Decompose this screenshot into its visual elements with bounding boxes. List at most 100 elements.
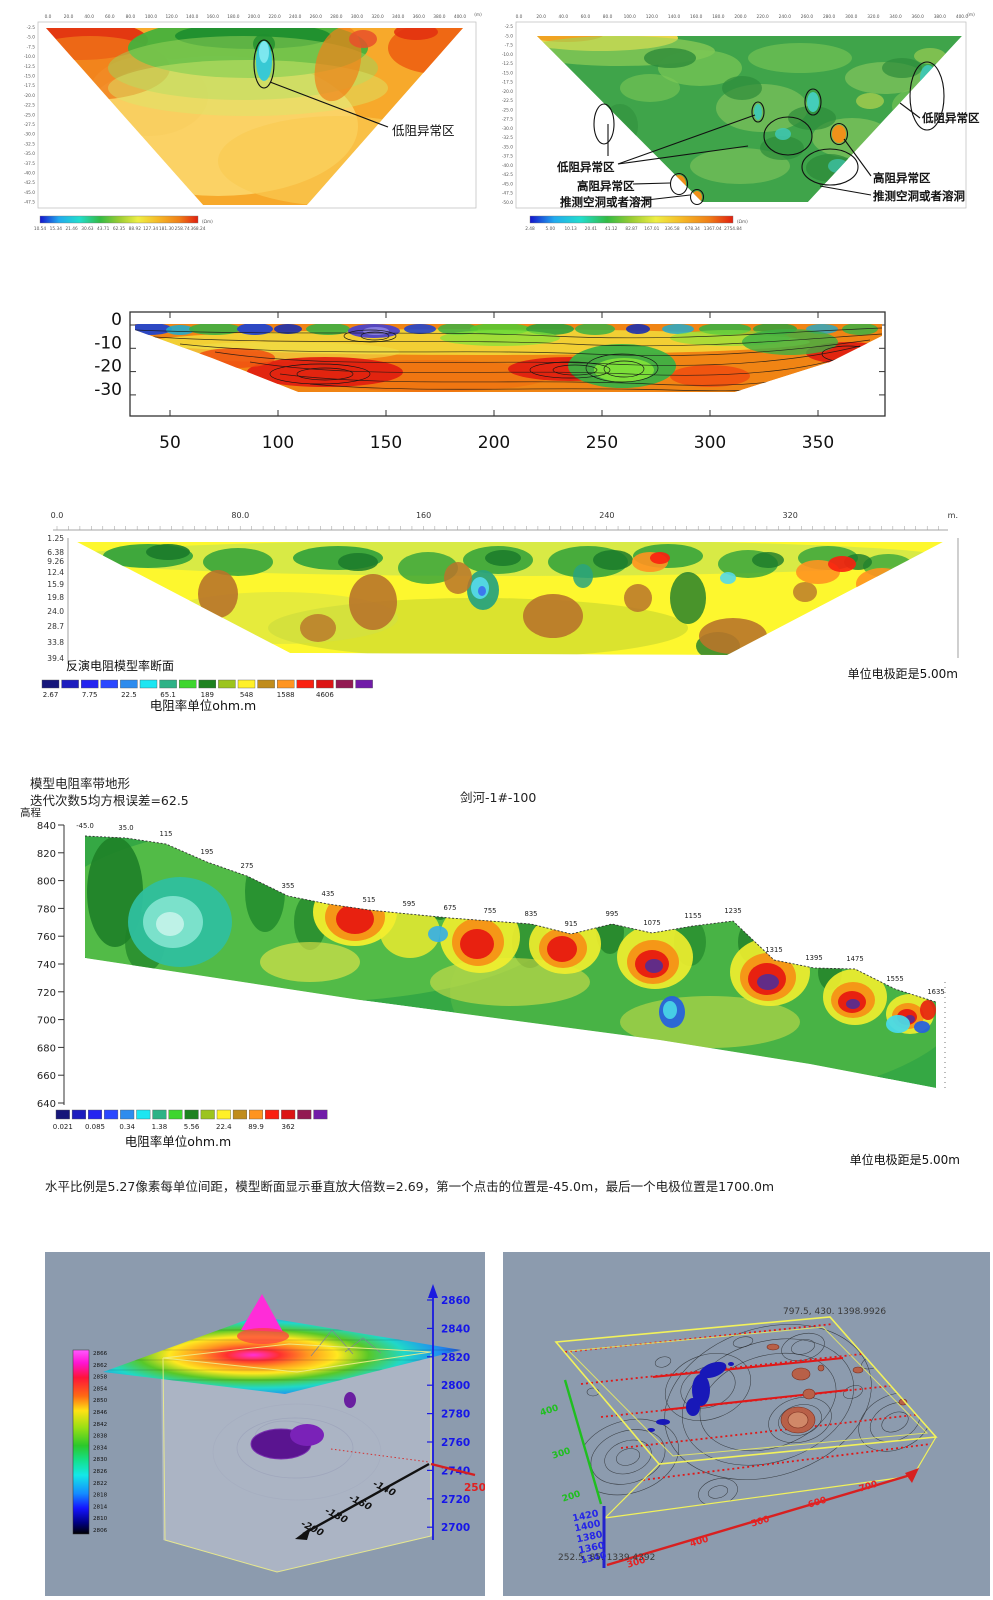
annotation-cave-left: 推测空洞或者溶洞 [560, 195, 652, 209]
color-blob-13 [349, 30, 377, 48]
surface-position-labels-0: -45.0 [76, 822, 94, 830]
x-axis-unit: (m) [967, 12, 975, 18]
distance-axis-ticks-4: 250 [586, 433, 618, 453]
color-blob-42 [760, 634, 820, 655]
color-blob-25 [720, 572, 736, 584]
annotation-cave-right: 推测空洞或者溶洞 [873, 189, 965, 203]
legend-swatch-13 [296, 679, 314, 689]
distance-axis-ticks-5: 300 [694, 433, 726, 453]
color-blob-30 [594, 358, 654, 382]
surface-position-labels-7: 515 [363, 896, 376, 904]
depth-ticks-7: 28.7 [47, 622, 64, 631]
depth-ticks-1: 6.38 [47, 548, 64, 557]
legend-swatch-15 [335, 679, 354, 689]
color-blob-19 [670, 572, 706, 624]
legend-swatch-13 [265, 1109, 280, 1120]
colorbar-ticks-7: 336.58 [665, 226, 680, 232]
x-axis-ticks-15: 300.0 [351, 14, 364, 20]
colorbar-ticks-10: 2826 [93, 1469, 108, 1475]
color-blob-28 [478, 586, 486, 596]
legend-swatch-5 [139, 679, 158, 689]
y-axis-ticks-16: -42.5 [502, 172, 513, 178]
red-dotted-line [330, 1448, 430, 1463]
color-blob-64 [252, 862, 268, 872]
high-resistivity-bodies [766, 1343, 908, 1434]
surface-position-labels-5: 355 [282, 882, 295, 890]
contour-line-1 [139, 333, 882, 347]
low-resistivity-bodies [647, 1361, 734, 1432]
x-axis-ticks-15: 300.0 [845, 14, 858, 20]
legend-swatches [41, 679, 373, 689]
red-axis [430, 1462, 476, 1477]
x-axis-ticks-12: 240.0 [779, 14, 792, 20]
color-blob-12 [722, 76, 762, 100]
color-blob-4 [189, 324, 241, 335]
y-axis-ticks-10: -27.5 [24, 122, 35, 128]
legend-swatch-9 [218, 679, 236, 689]
red-axis-tick: 250 [464, 1482, 485, 1494]
x-axis-ticks-4: 80.0 [603, 14, 613, 20]
colorbar-ticks-11: 2822 [93, 1481, 107, 1487]
distance-axis-ticks-3: 200 [478, 433, 510, 453]
z-axis-ticks-8: 2700 [441, 1522, 470, 1534]
colorbar-ticks-10: 2754.84 [724, 226, 742, 232]
legend-swatch-3 [100, 679, 119, 689]
x-axis-ticks-8: 160.0 [690, 14, 703, 20]
colorbar-ticks-1: 5.00 [546, 226, 556, 232]
elevation-ticks-8: 680 [37, 1043, 56, 1054]
y-axis-ticks-11: -30.0 [24, 132, 35, 138]
colorbar-ticks-6: 2842 [93, 1422, 107, 1428]
colorbar-ticks: 2.48 5.00 10.13 20.41 41.12 82.87 167.01 336.58… [525, 226, 742, 232]
line-6 [843, 138, 872, 177]
colorbar-ticks-5: 62.35 [113, 226, 126, 232]
x-axis-ticks-3: 60.0 [581, 14, 591, 20]
legend-values-1: 7.75 [82, 691, 98, 699]
legend-swatch-4 [120, 679, 138, 689]
color-blob-47 [772, 645, 808, 655]
colorbar-unit: (Ωm) [202, 219, 213, 225]
contour-loop-8 [603, 360, 645, 378]
resistivity-section-2: 0.0 20.0 40.0 60.0 80.0 100.0 120.0 140.0 160.0 1… [502, 12, 980, 232]
plot-frame [515, 21, 967, 209]
x-axis-ticks-16: 320.0 [371, 14, 384, 20]
resistivity-section-1: 0.0 20.0 40.0 60.0 80.0 100.0 120.0 140.0 160.0 1… [24, 12, 482, 232]
surface-position-labels-20: 1555 [886, 975, 903, 983]
y-axis-ticks-3: -10.0 [24, 54, 35, 60]
distance-axis-ticks-6: 350 [802, 433, 834, 453]
color-blob-26 [856, 93, 884, 109]
y-axis-ticks-5: -15.0 [502, 70, 513, 76]
color-blob-13 [146, 544, 190, 560]
topo-contour-1 [604, 1439, 652, 1475]
color-blob-16 [593, 550, 633, 570]
title-line2: 迭代次数5均方根误差=62.5 [30, 793, 189, 808]
surface-position-labels-14: 1075 [643, 919, 660, 927]
y-axis-ticks-1: -5.0 [27, 35, 36, 41]
surface-position-labels-10: 755 [484, 907, 497, 915]
z-axis-ticks-0: 2860 [441, 1295, 470, 1307]
depth-axis-ticks-3: -30 [94, 380, 122, 400]
color-blob-31 [444, 562, 472, 594]
x-axis-ticks-4: 320 [783, 511, 798, 520]
low-resistivity-bodies [250, 1392, 356, 1460]
color-blob-10 [404, 324, 436, 334]
line-4 [632, 182, 671, 185]
color-blob-40 [547, 936, 577, 962]
legend-values-1: 0.085 [85, 1123, 105, 1131]
color-blob-27 [914, 48, 946, 64]
distance-axis-ticks-2: 150 [370, 433, 402, 453]
colorbar-unit: (Ωm) [737, 219, 748, 225]
elevation-ticks-3: 1360 [577, 1540, 606, 1556]
line-4 [642, 1443, 932, 1481]
annotation-low-resistivity: 低阻异常区 [392, 123, 455, 138]
color-blob-56 [508, 899, 522, 909]
y-axis-ticks: -2.5 -5.0 -7.5 -10.0 -12.5 -15.0 -17.5 -20.0 -22… [502, 24, 513, 206]
elevation-axis-label: 高程 [20, 806, 41, 819]
topo-contour-19 [843, 1385, 863, 1399]
x-axis-ticks-17: 340.0 [889, 14, 902, 20]
x-axis-ticks-4: 80.0 [126, 14, 136, 20]
topo-contour-14 [790, 1339, 816, 1355]
electrode-spacing-note: 单位电极距是5.00m [848, 666, 958, 681]
elevation-ticks-4: 760 [37, 932, 56, 943]
y-axis-ticks-3: -10.0 [502, 52, 513, 58]
topo-contour-11 [881, 1411, 909, 1433]
